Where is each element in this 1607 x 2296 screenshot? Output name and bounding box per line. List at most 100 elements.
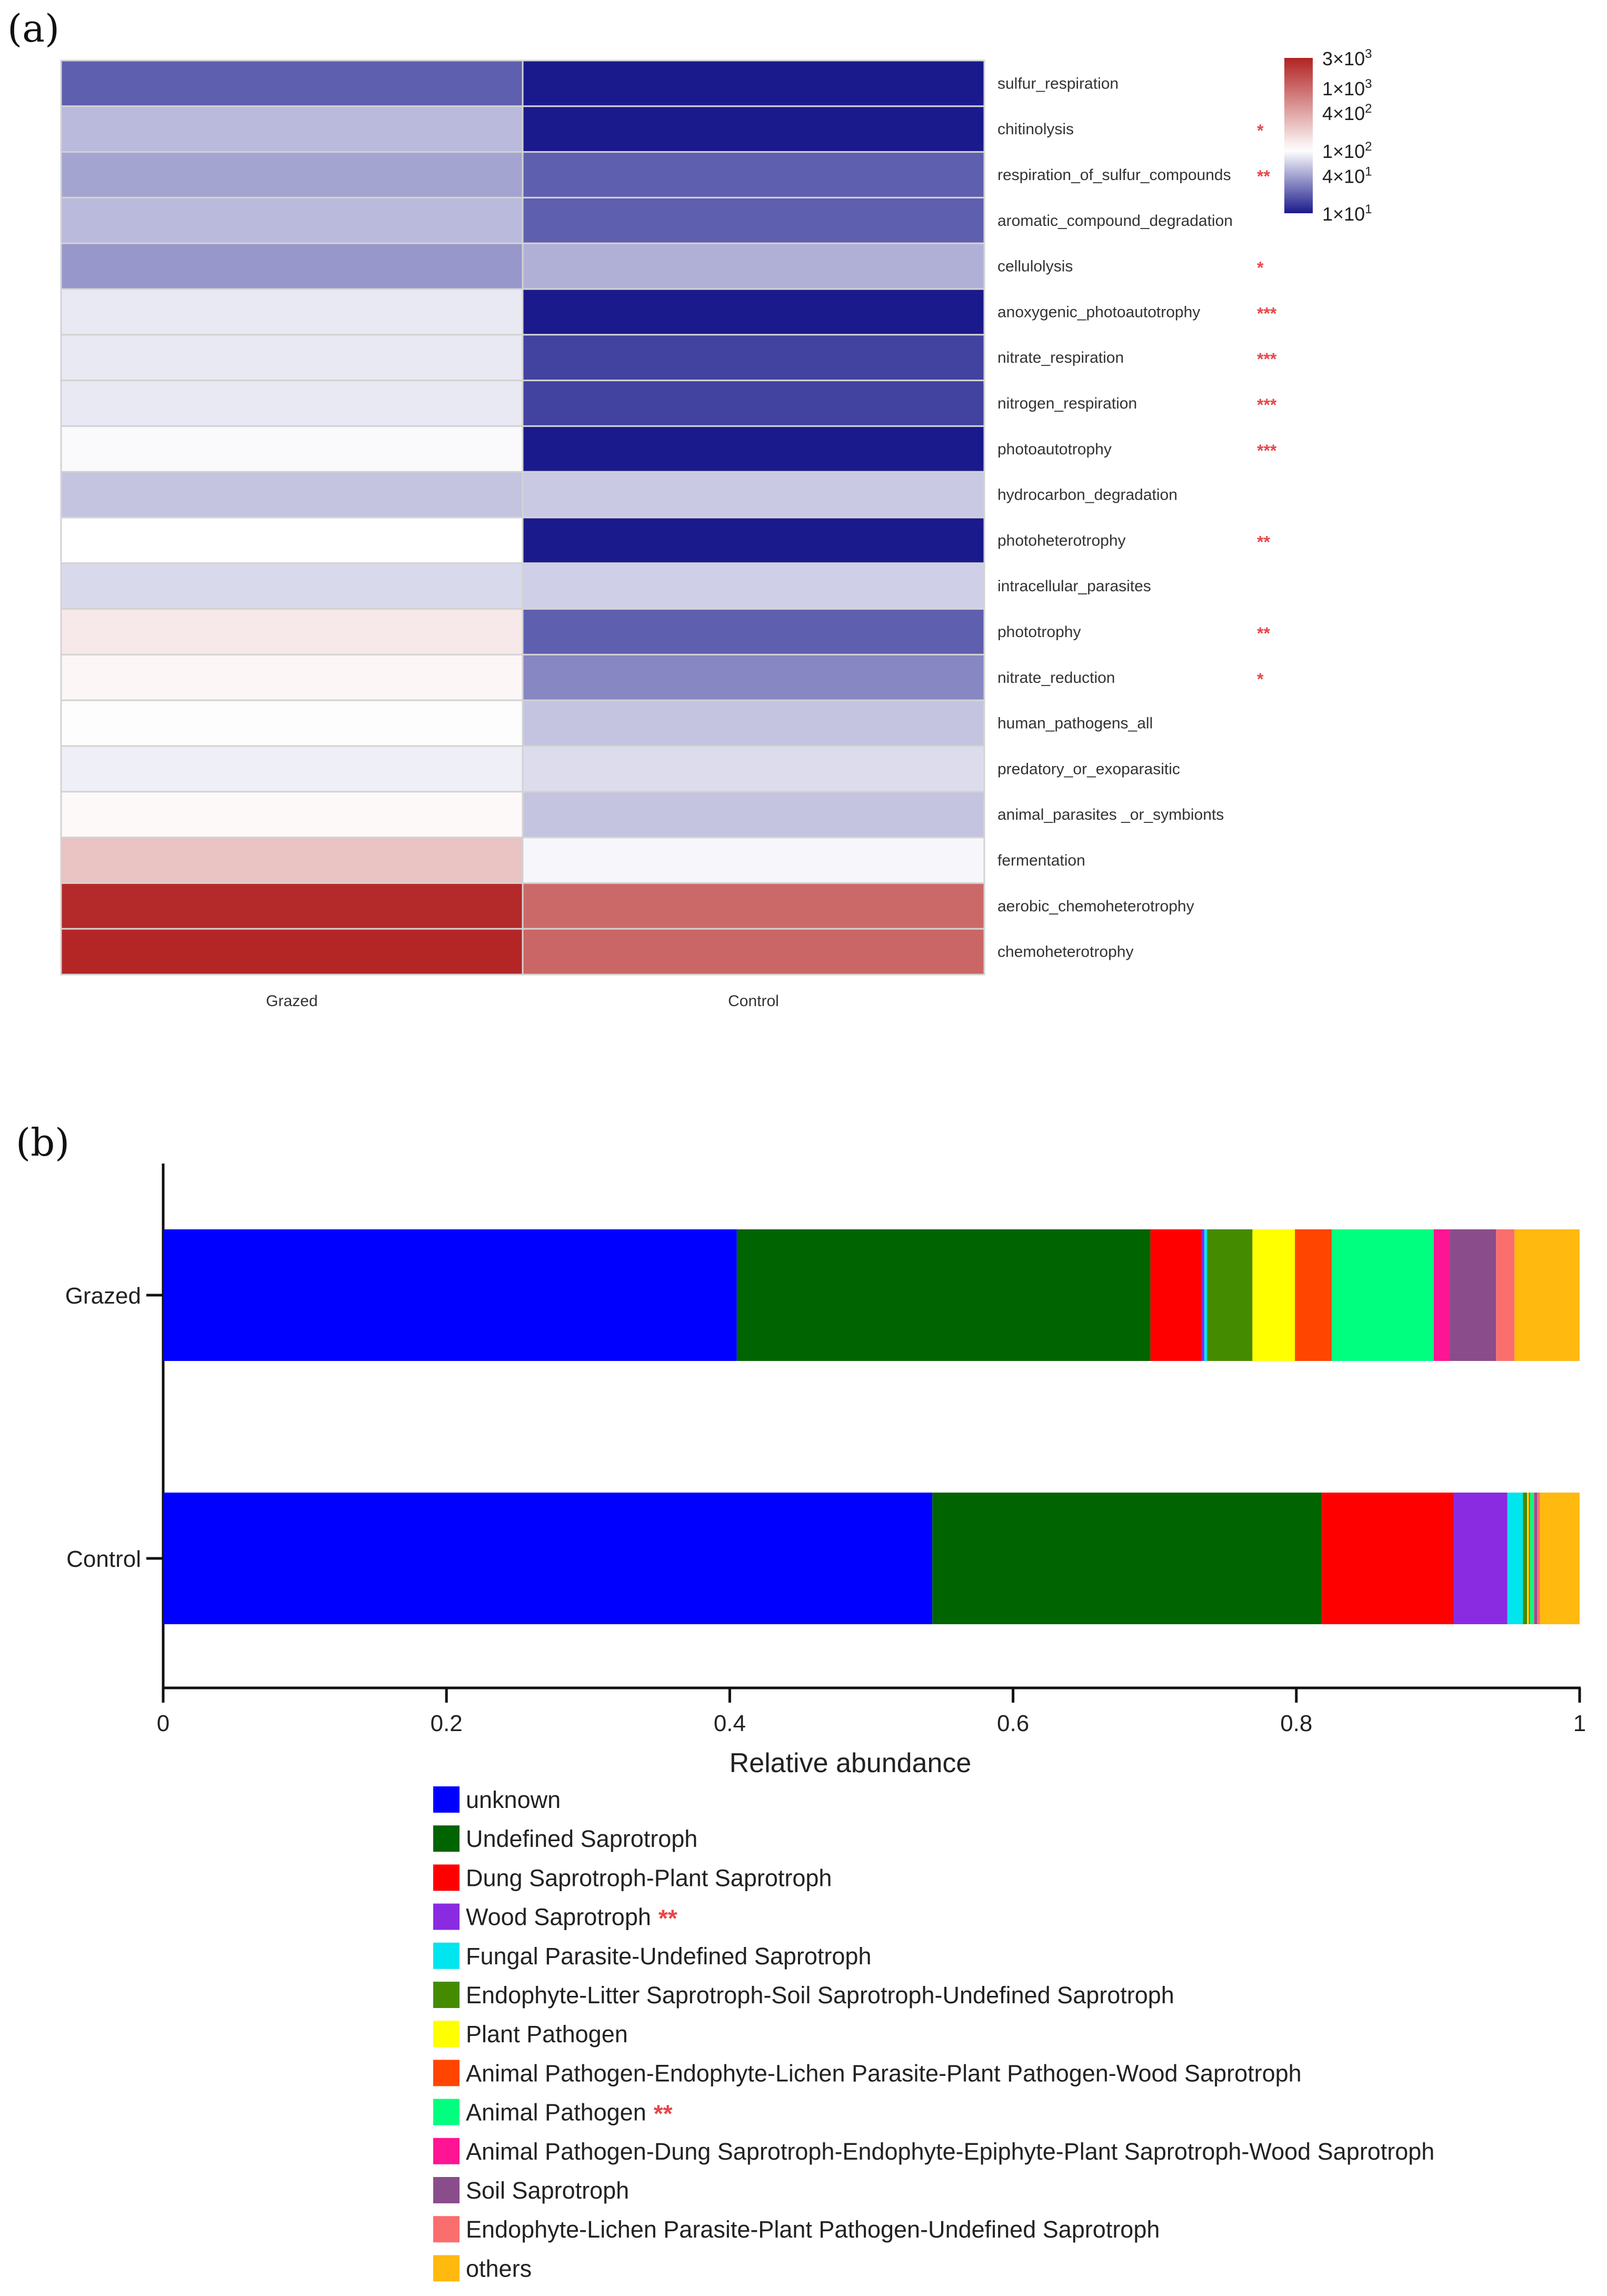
- bar-segment: [1207, 1229, 1253, 1361]
- legend-swatch: [433, 1825, 460, 1852]
- bar-segment: [736, 1229, 1151, 1361]
- row-label: respiration_of_sulfur_compounds: [997, 166, 1231, 184]
- row-label: cellulolysis: [997, 258, 1073, 275]
- bar-segment: [1496, 1229, 1515, 1361]
- scale-tick-label: 1×102: [1322, 140, 1372, 162]
- heatmap-cell: [60, 928, 524, 976]
- significance-marker: *: [1257, 121, 1264, 140]
- row-label: photoheterotrophy: [997, 532, 1126, 549]
- heatmap-cell: [522, 334, 985, 382]
- x-tick-label: 0.6: [997, 1711, 1029, 1736]
- bar-segment: [1433, 1229, 1450, 1361]
- legend-label: Plant Pathogen: [466, 2021, 628, 2047]
- scale-tick-label: 1×101: [1322, 202, 1372, 225]
- scale-tick-label: 3×103: [1322, 47, 1372, 69]
- bar-segment: [1514, 1229, 1580, 1361]
- bar-segment: [1530, 1493, 1534, 1624]
- row-label: predatory_or_exoparasitic: [997, 760, 1180, 778]
- legend-label: Endophyte-Lichen Parasite-Plant Pathogen…: [466, 2216, 1160, 2243]
- heatmap-cell: [522, 242, 985, 290]
- heatmap-cell: [60, 516, 524, 564]
- legend-label: Dung Saprotroph-Plant Saprotroph: [466, 1864, 832, 1891]
- row-label: nitrogen_respiration: [997, 395, 1137, 412]
- heatmap-cell: [60, 837, 524, 884]
- bar-segment: [1295, 1229, 1332, 1361]
- significance-marker: **: [654, 2100, 673, 2128]
- significance-marker: **: [1257, 167, 1270, 186]
- bar-segment: [1453, 1493, 1508, 1624]
- heatmap-cell: [522, 516, 985, 564]
- x-tick-label: 0.4: [714, 1711, 746, 1736]
- bar-segment: [932, 1493, 1322, 1624]
- row-label: nitrate_reduction: [997, 669, 1115, 687]
- heatmap-cell: [522, 745, 985, 793]
- legend-swatch: [433, 1982, 460, 2008]
- legend-swatch: [433, 1942, 460, 1969]
- heatmap-cell: [522, 837, 985, 884]
- panel-a-label: (a): [7, 6, 60, 51]
- x-axis-title: Relative abundance: [730, 1748, 972, 1778]
- legend-swatch: [433, 1903, 460, 1930]
- heatmap-cell: [522, 882, 985, 930]
- bar-segment: [1204, 1229, 1207, 1361]
- bar-segment: [1252, 1229, 1295, 1361]
- row-label: human_pathogens_all: [997, 715, 1153, 732]
- heatmap-cell: [522, 562, 985, 610]
- heatmap-cell: [522, 196, 985, 244]
- x-tick-label: 0.8: [1280, 1711, 1312, 1736]
- bar-segment: [1332, 1229, 1434, 1361]
- bar-segment: [1523, 1493, 1528, 1624]
- scale-tick-exponent: 1: [1365, 164, 1372, 178]
- heatmap-cell: [60, 151, 524, 198]
- scale-tick-exponent: 3: [1365, 47, 1372, 61]
- significance-marker: ***: [1257, 441, 1277, 460]
- heatmap-cell: [522, 288, 985, 336]
- heatmap-cell: [522, 653, 985, 701]
- heatmap-cell: [60, 59, 524, 107]
- heatmap-cell: [522, 699, 985, 747]
- row-label: chemoheterotrophy: [997, 943, 1134, 961]
- legend-swatch: [433, 2255, 460, 2282]
- legend-label: Endophyte-Litter Saprotroph-Soil Saprotr…: [466, 1982, 1174, 2009]
- heatmap-cell: [522, 59, 985, 107]
- bar-segment: [1527, 1493, 1529, 1624]
- row-label: nitrate_respiration: [997, 349, 1124, 366]
- bar-segment: [1322, 1493, 1454, 1624]
- scale-tick-label: 4×101: [1322, 164, 1372, 187]
- significance-marker: ***: [1257, 304, 1277, 323]
- significance-marker: ***: [1257, 350, 1277, 369]
- heatmap-cell: [60, 288, 524, 336]
- significance-marker: **: [1257, 532, 1270, 551]
- legend-label: Animal Pathogen-Endophyte-Lichen Parasit…: [466, 2060, 1302, 2086]
- legend-label: Animal Pathogen: [466, 2099, 646, 2126]
- heatmap-cell: [522, 928, 985, 976]
- scale-tick-exponent: 1: [1365, 202, 1372, 216]
- legend-label: Fungal Parasite-Undefined Saprotroph: [466, 1943, 871, 1970]
- scale-tick-exponent: 2: [1365, 102, 1372, 116]
- bar-segment: [1540, 1493, 1580, 1624]
- heatmap-cell: [60, 562, 524, 610]
- legend-label: Wood Saprotroph: [466, 1904, 651, 1931]
- heatmap-cell: [60, 334, 524, 382]
- row-label: anoxygenic_photoautotrophy: [997, 303, 1200, 321]
- scale-tick-label: 1×103: [1322, 77, 1372, 100]
- bar-segment: [163, 1229, 737, 1361]
- bar-segment: [1529, 1493, 1530, 1624]
- legend-swatch: [433, 2216, 460, 2243]
- stacked-bar-chart: Grazed Control 0 0.2 0.4 0.6 0.8 1 Relative abun…: [65, 1164, 1586, 2282]
- color-scale-bar: [1284, 58, 1313, 213]
- bar-segment: [1535, 1493, 1538, 1624]
- significance-marker: ***: [1257, 395, 1277, 414]
- row-label: aromatic_compound_degradation: [997, 212, 1233, 230]
- heatmap-cell: [522, 471, 985, 519]
- heatmap-cell: [60, 471, 524, 519]
- legend-swatch: [433, 2138, 460, 2164]
- significance-marker: **: [658, 1905, 677, 1932]
- row-label: phototrophy: [997, 623, 1081, 641]
- bar-segment: [1201, 1229, 1204, 1361]
- significance-marker: *: [1257, 259, 1264, 277]
- heatmap-cell: [522, 425, 985, 473]
- bar-segment: [1507, 1493, 1523, 1624]
- heatmap-cell: [60, 242, 524, 290]
- heatmap-cell: [522, 791, 985, 839]
